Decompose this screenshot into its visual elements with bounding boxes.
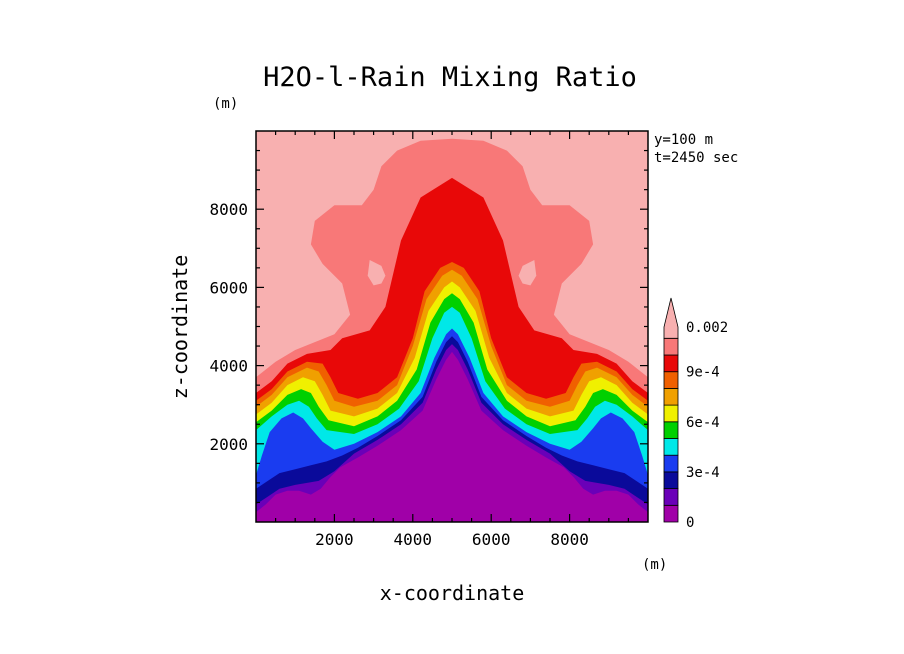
colorbar-level-1 (663, 488, 679, 506)
x-tick-label: 8000 (550, 530, 589, 549)
x-axis-label: x-coordinate (380, 581, 525, 605)
colorbar-level-4 (663, 438, 679, 456)
x-tick-label: 6000 (472, 530, 511, 549)
y-tick-label: 6000 (209, 278, 248, 297)
contour-region-hole-left (367, 260, 386, 286)
colorbar: 0 3e-4 6e-4 9e-4 0.002 (663, 297, 728, 531)
colorbar-level-9 (663, 354, 679, 373)
colorbar-tick-label: 0.002 (686, 320, 728, 336)
y-axis-label: z-coordinate (168, 255, 192, 400)
y-tick-label: 2000 (209, 435, 248, 454)
colorbar-level-6 (663, 404, 679, 423)
x-unit-label: (m) (642, 557, 667, 573)
colorbar-tick-label: 3e-4 (686, 465, 720, 481)
colorbar-level-11 (663, 297, 679, 339)
y-unit-label: (m) (213, 96, 238, 112)
x-tick-label: 2000 (315, 530, 354, 549)
y-tick-label: 4000 (209, 357, 248, 376)
x-axis: 2000 4000 6000 8000 (275, 131, 630, 549)
colorbar-level-0 (663, 504, 679, 523)
colorbar-level-8 (663, 371, 679, 389)
colorbar-tick-label: 0 (686, 515, 694, 531)
colorbar-tick-label: 6e-4 (686, 415, 720, 431)
colorbar-level-10 (663, 337, 679, 356)
colorbar-level-5 (663, 421, 679, 439)
contour-region-hole-right (518, 260, 537, 286)
x-tick-label: 4000 (394, 530, 433, 549)
chart-title: H2O-l-Rain Mixing Ratio (263, 62, 637, 93)
colorbar-level-7 (663, 387, 679, 406)
colorbar-level-2 (663, 471, 679, 489)
info-line-position: y=100 m (654, 132, 713, 148)
y-axis: 2000 4000 6000 8000 (209, 149, 648, 504)
colorbar-level-3 (663, 454, 679, 473)
colorbar-tick-label: 9e-4 (686, 365, 720, 381)
contour-region-magenta-base (256, 351, 648, 522)
info-line-time: t=2450 sec (654, 150, 738, 166)
contour-plot (255, 130, 649, 523)
y-tick-label: 8000 (209, 200, 248, 219)
